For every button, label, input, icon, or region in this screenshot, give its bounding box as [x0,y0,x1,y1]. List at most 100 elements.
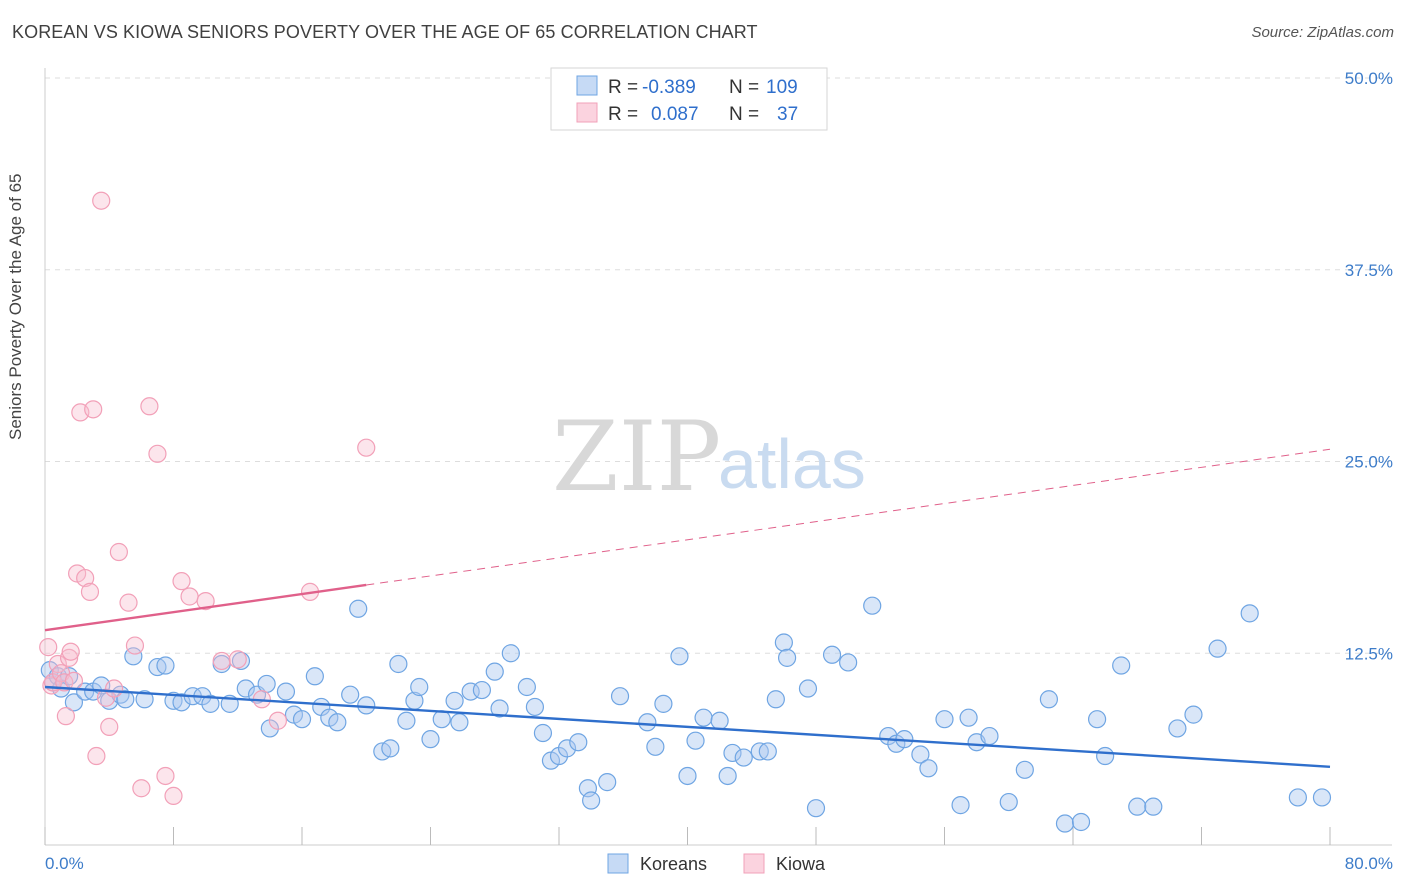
kiowa-point-23 [132,779,151,798]
koreans-point-55 [533,723,553,743]
koreans-point-90 [935,710,954,729]
koreans-point-44 [421,730,440,749]
koreans-point-84 [863,596,882,615]
koreans-point-68 [678,766,697,786]
koreans-point-104 [1144,797,1163,816]
x-tick-label-0: 0.0% [45,854,84,873]
axes [44,68,1392,846]
kiowa-point-36 [357,438,376,457]
koreans-point-64 [638,713,657,732]
koreans-point-15 [156,656,175,675]
kiowa-point-28 [172,572,191,591]
trend-lines [44,448,1331,768]
koreans-point-17 [172,693,191,712]
y-tick-label-1: 25.0% [1345,453,1393,472]
koreans-point-41 [397,711,416,730]
kiowa-trend-line-solid [44,583,367,632]
legend-r-value-kiowa: 0.087 [651,104,699,125]
bottom-legend-kiowa-swatch [743,853,765,874]
koreans-point-39 [381,739,400,758]
koreans-point-20 [201,694,220,713]
koreans-point-80 [798,679,818,698]
koreans-point-103 [1128,797,1147,816]
koreans-point-40 [389,654,408,674]
watermark-atlas: atlas [718,425,866,503]
koreans-point-67 [670,647,689,666]
koreans-point-52 [501,644,520,663]
koreans-point-66 [654,694,673,713]
koreans-point-100 [1087,710,1107,729]
kiowa-point-8 [61,642,80,661]
koreans-point-109 [1288,788,1307,807]
koreans-point-70 [694,708,713,727]
kiowa-point-0 [39,638,58,657]
kiowa-point-30 [196,591,215,611]
koreans-point-49 [472,680,491,700]
legend-n-label-kiowa: N = [729,104,759,125]
kiowa-point-34 [268,711,288,730]
koreans-point-110 [1312,788,1332,807]
koreans-point-61 [582,791,601,810]
koreans-point-59 [569,733,588,752]
koreans-point-97 [1039,690,1059,709]
koreans-point-108 [1240,604,1259,623]
gridlines [45,77,1392,654]
kiowa-point-26 [156,766,175,786]
koreans-point-91 [951,796,970,815]
koreans-point-46 [445,691,464,710]
koreans-point-28 [276,682,296,701]
legend-n-label-koreans: N = [729,77,759,98]
koreans-point-77 [766,690,785,709]
koreans-point-62 [598,773,617,792]
koreans-point-11 [116,690,135,709]
koreans-point-5 [64,693,84,712]
kiowa-point-13 [80,582,100,601]
bottom-legend-koreans: Koreans [640,854,707,874]
koreans-point-102 [1112,656,1131,675]
koreans-point-35 [341,685,360,704]
kiowa-point-29 [180,587,199,606]
bottom-legend-kiowa: Kiowa [776,854,826,874]
y-tick-label-2: 37.5% [1345,261,1393,280]
koreans-point-88 [911,745,930,764]
source-credit: Source: ZipAtlas.com [1251,24,1394,41]
koreans-point-50 [485,662,504,681]
koreans-point-65 [646,737,665,756]
kiowa-point-19 [104,679,124,698]
kiowa-point-16 [92,191,111,210]
koreans-point-58 [557,739,577,758]
kiowa-point-31 [212,651,231,671]
bottom-legend-koreans-swatch [607,853,629,874]
koreans-point-54 [525,697,545,717]
legend-r-label-kiowa: R = [608,104,638,125]
kiowa-point-27 [164,786,183,806]
legend-r-value-koreans: -0.389 [642,77,696,98]
koreans-point-96 [1015,760,1034,779]
koreans-point-24 [236,679,255,698]
koreans-point-76 [758,742,777,761]
kiowa-point-9 [64,671,84,690]
kiowa-point-24 [140,397,159,416]
chart-title: KOREAN VS KIOWA SENIORS POVERTY OVER THE… [12,22,758,42]
koreans-point-47 [450,713,469,732]
koreans-point-74 [734,748,753,767]
koreans-point-45 [432,710,451,729]
koreans-point-34 [328,713,347,732]
kiowa-point-22 [125,636,145,655]
koreans-point-71 [710,711,729,730]
kiowa-point-7 [59,648,79,667]
kiowa-point-18 [100,717,119,736]
koreans-point-82 [822,645,842,664]
series-koreans-points [40,596,1332,833]
koreans-point-69 [686,731,705,750]
y-tick-label-0: 12.5% [1345,644,1393,663]
koreans-point-98 [1055,814,1075,833]
koreans-point-78 [774,633,793,652]
legend-box: R = -0.389 N = 109 R = 0.087 N = 37 [550,67,828,131]
koreans-point-99 [1071,812,1091,832]
y-tick-label-3: 50.0% [1345,69,1393,88]
legend-kiowa-swatch [576,102,598,123]
kiowa-point-12 [76,568,95,588]
legend-n-value-koreans: 109 [766,77,798,98]
